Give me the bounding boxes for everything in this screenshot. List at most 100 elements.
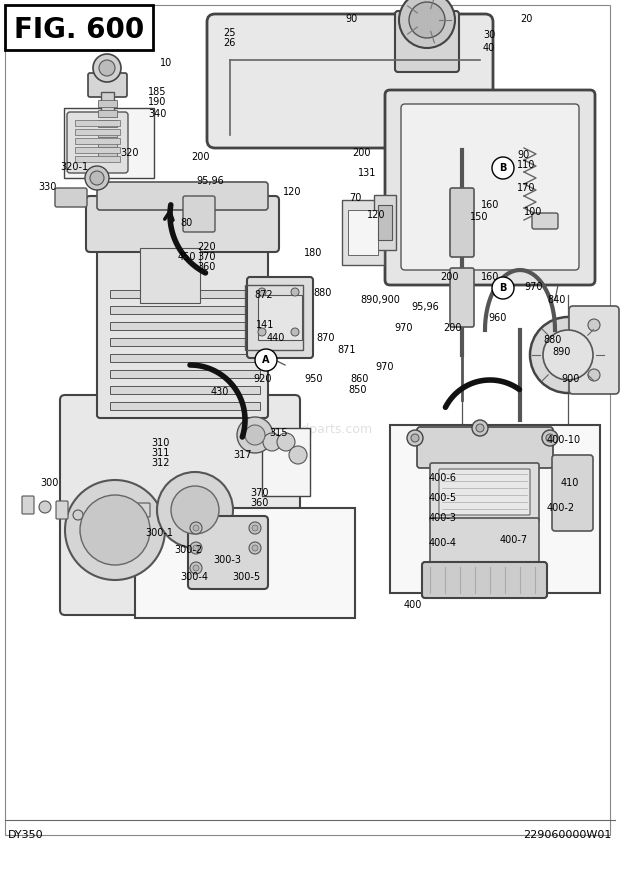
Text: 312: 312 <box>151 458 169 468</box>
Circle shape <box>190 522 202 534</box>
Text: 870: 870 <box>316 333 335 343</box>
Bar <box>110 290 260 298</box>
Circle shape <box>252 525 258 531</box>
Bar <box>110 354 260 362</box>
Text: 90: 90 <box>517 150 529 160</box>
Circle shape <box>99 60 115 76</box>
Text: 200: 200 <box>191 152 210 162</box>
Circle shape <box>171 486 219 534</box>
Text: 950: 950 <box>304 374 322 384</box>
Circle shape <box>291 288 299 296</box>
Bar <box>98 140 117 147</box>
Text: 400-7: 400-7 <box>500 535 528 545</box>
Circle shape <box>80 495 150 565</box>
Text: 300-4: 300-4 <box>180 572 208 582</box>
Bar <box>5 5 153 50</box>
Text: 310: 310 <box>151 438 169 448</box>
Bar <box>140 248 200 303</box>
Circle shape <box>543 330 593 380</box>
Circle shape <box>289 446 307 464</box>
Text: 860: 860 <box>350 374 368 384</box>
Circle shape <box>39 501 51 513</box>
Bar <box>110 386 260 394</box>
FancyBboxPatch shape <box>401 104 579 270</box>
Circle shape <box>252 545 258 551</box>
FancyBboxPatch shape <box>88 73 127 97</box>
Text: 900: 900 <box>561 374 579 384</box>
Bar <box>374 195 396 250</box>
Circle shape <box>409 2 445 38</box>
Circle shape <box>492 157 514 179</box>
Bar <box>64 108 154 178</box>
Circle shape <box>291 328 299 336</box>
Text: 320-1: 320-1 <box>60 162 88 172</box>
Text: 26: 26 <box>223 38 236 48</box>
FancyBboxPatch shape <box>385 90 595 285</box>
FancyBboxPatch shape <box>422 562 547 598</box>
Text: 315: 315 <box>269 428 288 438</box>
Text: 317: 317 <box>233 450 252 460</box>
FancyBboxPatch shape <box>97 237 268 418</box>
Text: 10: 10 <box>160 58 172 68</box>
Text: 185: 185 <box>148 87 167 97</box>
FancyBboxPatch shape <box>569 306 619 394</box>
Text: 960: 960 <box>488 313 507 323</box>
Text: 400-2: 400-2 <box>547 503 575 513</box>
Circle shape <box>249 522 261 534</box>
Circle shape <box>399 0 455 48</box>
Text: 160: 160 <box>481 200 499 210</box>
Circle shape <box>258 288 266 296</box>
Text: 141: 141 <box>256 320 275 330</box>
Bar <box>101 92 114 162</box>
Circle shape <box>472 420 488 436</box>
Bar <box>110 402 260 410</box>
FancyBboxPatch shape <box>97 182 268 210</box>
FancyBboxPatch shape <box>532 213 558 229</box>
Text: 200: 200 <box>440 272 459 282</box>
Bar <box>98 110 117 117</box>
Bar <box>258 295 302 340</box>
Text: 20: 20 <box>520 14 533 24</box>
FancyBboxPatch shape <box>86 196 279 252</box>
Text: 320: 320 <box>120 148 138 158</box>
Text: 400: 400 <box>404 600 422 610</box>
Bar <box>245 285 303 350</box>
Text: 180: 180 <box>304 248 322 258</box>
Text: 300-2: 300-2 <box>174 545 202 555</box>
Text: 880: 880 <box>313 288 331 298</box>
Text: 400-3: 400-3 <box>429 513 457 523</box>
Text: 90: 90 <box>345 14 357 24</box>
Text: 890,900: 890,900 <box>360 295 400 305</box>
Text: 95,96: 95,96 <box>411 302 439 312</box>
FancyBboxPatch shape <box>395 11 459 72</box>
Text: 850: 850 <box>348 385 366 395</box>
Text: 970: 970 <box>394 323 412 333</box>
Text: 190: 190 <box>148 97 166 107</box>
Circle shape <box>190 562 202 574</box>
Text: 370: 370 <box>197 252 216 262</box>
Bar <box>390 425 600 593</box>
Circle shape <box>588 369 600 381</box>
Text: 400-6: 400-6 <box>429 473 457 483</box>
Text: 229060000W01: 229060000W01 <box>524 830 612 840</box>
FancyBboxPatch shape <box>22 496 34 514</box>
FancyBboxPatch shape <box>439 469 530 515</box>
Circle shape <box>249 542 261 554</box>
FancyBboxPatch shape <box>450 188 474 257</box>
FancyBboxPatch shape <box>430 463 539 522</box>
Text: B: B <box>499 283 507 293</box>
Text: 840: 840 <box>547 295 565 305</box>
Bar <box>110 338 260 346</box>
FancyBboxPatch shape <box>130 503 150 517</box>
Circle shape <box>588 319 600 331</box>
Text: FIG. 600: FIG. 600 <box>14 16 144 44</box>
Text: 200: 200 <box>443 323 461 333</box>
Bar <box>110 306 260 314</box>
Text: 300-5: 300-5 <box>232 572 260 582</box>
Text: 970: 970 <box>524 282 542 292</box>
Text: 160: 160 <box>481 272 499 282</box>
Circle shape <box>263 433 281 451</box>
Text: B: B <box>499 163 507 173</box>
Text: 890: 890 <box>552 347 570 357</box>
Circle shape <box>492 277 514 299</box>
